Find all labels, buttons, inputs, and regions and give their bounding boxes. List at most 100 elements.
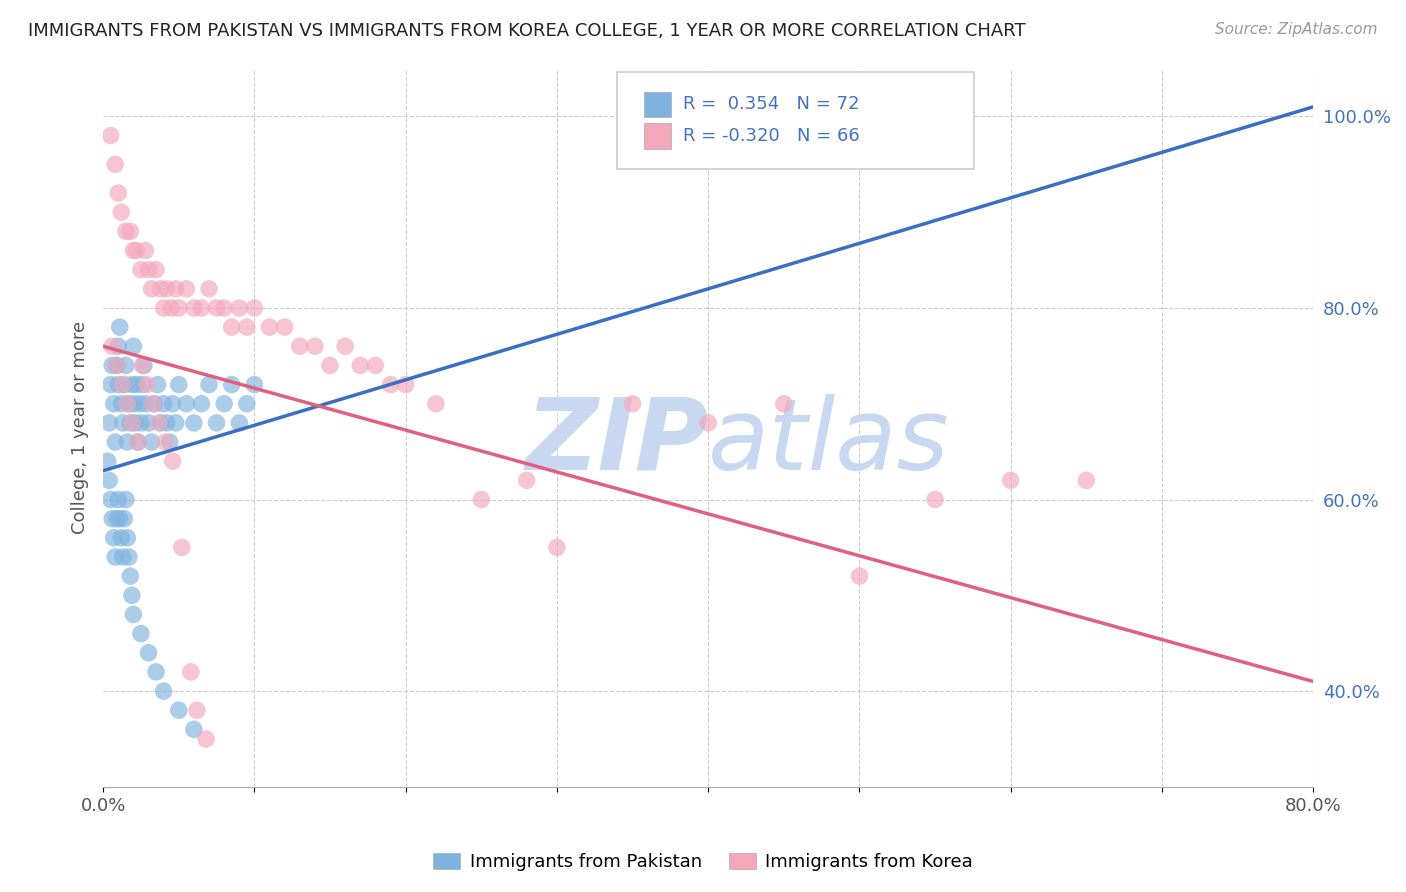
Point (100, 492, 122, 507)
Point (121, 377, 143, 392)
Point (127, 435, 149, 450)
Point (138, 416, 160, 430)
Point (131, 359, 153, 373)
Point (120, 224, 142, 238)
Point (149, 416, 172, 430)
Point (167, 377, 190, 392)
Point (165, 282, 187, 296)
Point (176, 397, 198, 411)
Point (108, 511, 131, 525)
Point (105, 359, 128, 373)
Point (122, 244, 145, 258)
Point (108, 320, 131, 334)
Point (228, 301, 250, 315)
Point (364, 359, 387, 373)
Point (143, 397, 166, 411)
Text: ZIP: ZIP (526, 393, 709, 491)
Point (98, 416, 121, 430)
Point (111, 416, 134, 430)
Point (470, 492, 492, 507)
Point (425, 397, 447, 411)
Point (124, 416, 146, 430)
Point (319, 359, 342, 373)
Point (156, 416, 179, 430)
Point (183, 416, 205, 430)
Point (138, 262, 160, 277)
Point (100, 377, 122, 392)
Point (516, 474, 538, 488)
Point (104, 157, 127, 171)
Point (112, 377, 135, 392)
Point (160, 301, 183, 315)
Point (138, 646, 160, 660)
Point (165, 416, 187, 430)
Point (349, 359, 371, 373)
Point (146, 377, 169, 392)
Point (107, 377, 129, 392)
Point (152, 397, 174, 411)
Point (183, 301, 205, 315)
Point (333, 339, 356, 353)
Point (697, 416, 720, 430)
Point (198, 282, 221, 296)
Point (243, 301, 266, 315)
Point (153, 435, 176, 450)
Bar (644, 123, 671, 149)
Point (129, 626, 152, 640)
Point (221, 320, 243, 334)
Point (117, 531, 139, 545)
Point (141, 282, 163, 296)
Point (152, 301, 174, 315)
Point (122, 339, 145, 353)
Point (125, 377, 148, 392)
Point (121, 588, 143, 602)
Point (104, 549, 127, 564)
Point (772, 397, 794, 411)
Point (120, 569, 142, 583)
Point (129, 416, 152, 430)
Point (129, 262, 152, 277)
Point (167, 301, 190, 315)
Point (380, 377, 402, 392)
Point (128, 397, 150, 411)
Point (1000, 474, 1022, 488)
Point (101, 511, 124, 525)
Point (162, 454, 184, 468)
Point (105, 359, 128, 373)
Text: Source: ZipAtlas.com: Source: ZipAtlas.com (1215, 22, 1378, 37)
Point (100, 128, 122, 143)
Point (395, 377, 418, 392)
Point (121, 416, 143, 430)
Point (122, 607, 145, 622)
Point (131, 377, 153, 392)
Point (159, 435, 181, 450)
Point (152, 684, 174, 698)
Point (273, 320, 295, 334)
Point (103, 531, 125, 545)
Point (122, 397, 145, 411)
Point (205, 416, 228, 430)
Point (134, 397, 156, 411)
Point (134, 244, 156, 258)
Point (127, 435, 149, 450)
Point (118, 549, 141, 564)
Point (145, 665, 167, 679)
Point (162, 397, 184, 411)
FancyBboxPatch shape (617, 72, 974, 169)
Point (221, 377, 243, 392)
Point (243, 377, 266, 392)
Point (924, 492, 946, 507)
Y-axis label: College, 1 year or more: College, 1 year or more (72, 321, 89, 534)
Point (186, 703, 208, 717)
Point (107, 339, 129, 353)
Point (111, 377, 134, 392)
Point (118, 397, 141, 411)
Point (114, 492, 136, 507)
Point (1076, 474, 1098, 488)
Legend: Immigrants from Pakistan, Immigrants from Korea: Immigrants from Pakistan, Immigrants fro… (426, 846, 980, 879)
Point (132, 359, 155, 373)
Point (145, 262, 167, 277)
Text: R =  0.354   N = 72: R = 0.354 N = 72 (683, 95, 859, 113)
Point (117, 435, 139, 450)
Point (120, 416, 142, 430)
